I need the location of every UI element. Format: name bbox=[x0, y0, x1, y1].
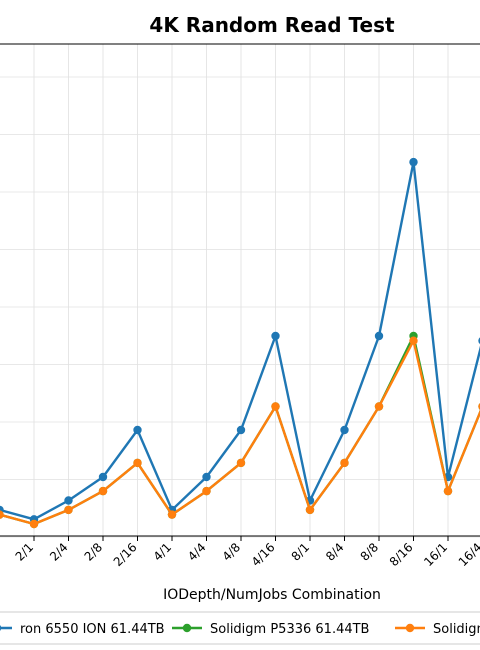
data-point bbox=[133, 458, 142, 468]
data-point bbox=[374, 331, 384, 341]
x-tick-label: 8/4 bbox=[323, 540, 347, 564]
data-point bbox=[98, 472, 108, 482]
x-axis-label: IODepth/NumJobs Combination bbox=[163, 587, 381, 603]
x-tick-label: 8/1 bbox=[289, 540, 313, 564]
legend-entry-0: ron 6550 ION 61.44TB bbox=[0, 622, 165, 637]
legend-label: Solidigm P5336 61.44TB bbox=[210, 622, 369, 637]
x-tick-label: 1/2 bbox=[0, 540, 2, 564]
data-point bbox=[271, 402, 280, 411]
legend-entry-2: Solidigm bbox=[395, 622, 480, 637]
legend-marker bbox=[405, 623, 415, 633]
x-tick-label: 4/16 bbox=[249, 540, 278, 569]
x-tick-label: 16/1 bbox=[421, 540, 450, 569]
x-tick-label: 2/8 bbox=[82, 540, 106, 564]
x-tick-label: 8/16 bbox=[387, 540, 416, 569]
data-point bbox=[340, 425, 349, 435]
x-tick-label: 4/1 bbox=[151, 540, 175, 564]
data-point bbox=[29, 519, 39, 529]
data-point bbox=[202, 472, 211, 482]
legend-entry-1: Solidigm P5336 61.44TB bbox=[172, 622, 369, 637]
data-point bbox=[443, 486, 453, 496]
x-tick-label: 2/16 bbox=[111, 540, 140, 569]
data-point bbox=[167, 510, 177, 519]
data-point bbox=[409, 157, 418, 167]
series-2 bbox=[0, 336, 480, 529]
data-point bbox=[236, 425, 246, 435]
x-tick-label: 8/8 bbox=[358, 540, 382, 564]
data-point bbox=[236, 458, 246, 468]
data-point bbox=[64, 496, 73, 505]
legend-label: ron 6550 ION 61.44TB bbox=[20, 622, 165, 637]
x-tick-label: 4/8 bbox=[220, 540, 244, 564]
data-point bbox=[271, 331, 280, 341]
data-point bbox=[0, 510, 4, 519]
x-tick-label: 4/4 bbox=[185, 540, 209, 564]
axes bbox=[0, 43, 480, 537]
series-0 bbox=[0, 157, 480, 524]
x-tick-labels: 1/11/22/12/42/82/164/14/44/84/168/18/48/… bbox=[0, 536, 480, 569]
legend-box bbox=[0, 611, 480, 645]
data-point bbox=[374, 402, 384, 411]
data-point bbox=[133, 425, 142, 435]
data-point bbox=[409, 336, 418, 345]
grid-lines bbox=[0, 44, 480, 538]
legend: ron 6550 ION 61.44TB Solidigm P5336 61.44… bbox=[0, 611, 480, 645]
legend-marker bbox=[0, 625, 2, 631]
legend-label: Solidigm bbox=[433, 622, 480, 637]
legend-marker bbox=[182, 623, 192, 633]
data-point bbox=[340, 458, 349, 468]
series-lines bbox=[0, 157, 480, 529]
x-tick-label: 2/1 bbox=[13, 540, 37, 564]
data-point bbox=[64, 505, 73, 515]
data-point bbox=[202, 486, 211, 496]
x-tick-label: 2/4 bbox=[47, 540, 71, 564]
data-point bbox=[98, 486, 108, 496]
x-tick-label: 16/4 bbox=[456, 540, 480, 569]
chart-title: 4K Random Read Test bbox=[149, 13, 395, 37]
data-point bbox=[305, 505, 315, 515]
